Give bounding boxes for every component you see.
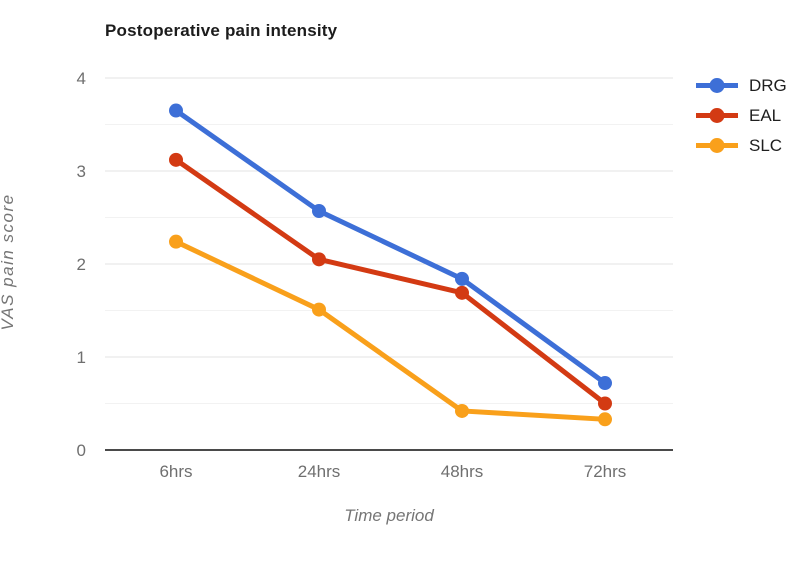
legend-item-eal: EAL	[694, 105, 787, 125]
series-line-slc	[173, 239, 608, 422]
data-point-slc-6hrs	[169, 234, 183, 249]
legend-marker-icon	[696, 138, 738, 153]
data-point-slc-72hrs	[598, 412, 612, 427]
y-tick-label: 3	[77, 162, 86, 181]
series-line-eal	[173, 157, 608, 406]
legend-marker-icon	[696, 78, 738, 93]
y-tick-label: 1	[77, 348, 86, 367]
legend-label: DRG	[749, 75, 787, 95]
y-tick-label: 4	[77, 69, 86, 88]
data-point-drg-48hrs	[455, 271, 469, 286]
legend-item-slc: SLC	[694, 135, 787, 155]
y-axis-title: VAS pain score	[0, 193, 17, 331]
data-point-eal-72hrs	[598, 396, 612, 411]
data-point-eal-24hrs	[312, 252, 326, 267]
data-point-drg-6hrs	[169, 103, 183, 118]
data-point-slc-48hrs	[455, 403, 469, 418]
data-point-eal-48hrs	[455, 285, 469, 300]
legend: DRG EAL SLC	[694, 75, 787, 155]
data-point-drg-24hrs	[312, 203, 326, 218]
legend-label: SLC	[749, 135, 783, 155]
chart-title: Postoperative pain intensity	[105, 21, 338, 40]
line-chart-plot-area: 0 1 2 3 4 6hrs 24hrs 48hrs 72hrs	[77, 69, 673, 481]
data-point-drg-72hrs	[598, 376, 612, 391]
y-tick-label: 0	[77, 441, 86, 460]
legend-label: EAL	[749, 105, 782, 125]
x-tick-label: 48hrs	[441, 462, 484, 481]
y-tick-label: 2	[77, 255, 86, 274]
legend-item-drg: DRG	[694, 75, 787, 95]
data-point-slc-24hrs	[312, 302, 326, 317]
x-axis-title: Time period	[344, 506, 434, 525]
series-line-drg	[173, 108, 608, 386]
x-tick-label: 6hrs	[159, 462, 192, 481]
legend-marker-icon	[696, 108, 738, 123]
data-point-eal-6hrs	[169, 152, 183, 167]
x-tick-label: 72hrs	[584, 462, 627, 481]
x-tick-label: 24hrs	[298, 462, 341, 481]
